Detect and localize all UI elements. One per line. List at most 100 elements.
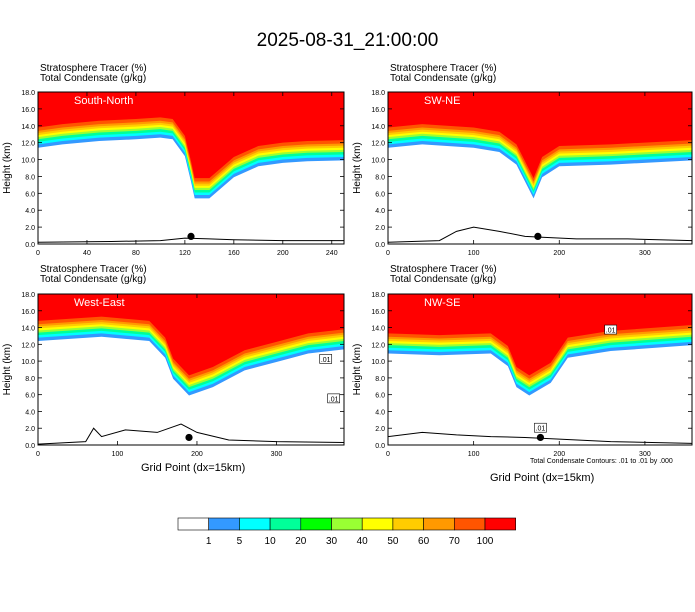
y-tick-label: 16.0 (371, 309, 385, 316)
y-axis-label: Height (km) (2, 344, 13, 396)
y-axis-label: Height (km) (352, 142, 363, 194)
y-tick-label: 0.0 (375, 242, 385, 249)
y-tick-label: 4.0 (375, 208, 385, 215)
panel-3-line1: Stratosphere Tracer (%) (40, 264, 147, 275)
y-tick-label: 6.0 (25, 191, 35, 198)
panel-1-subtitle: Stratosphere Tracer (%) Total Condensate… (40, 64, 147, 84)
contour-label-2: .01 (329, 396, 339, 403)
x-tick-label: 200 (553, 451, 565, 458)
x-tick-label: 160 (228, 250, 240, 257)
y-tick-label: 0.0 (375, 443, 385, 450)
plot-frame (37, 91, 345, 245)
panel-2-subtitle: Stratosphere Tracer (%) Total Condensate… (390, 64, 497, 84)
panel-name: NW-SE (424, 297, 460, 309)
y-tick-label: 12.0 (371, 141, 385, 148)
y-tick-label: 4.0 (25, 208, 35, 215)
panel-4-line2: Total Condensate (g/kg) (390, 274, 497, 285)
y-tick-label: 10.0 (21, 359, 35, 366)
contour-label-1: .01 (606, 328, 616, 335)
y-tick-label: 10.0 (371, 359, 385, 366)
y-axis-label: Height (km) (2, 142, 13, 194)
x-tick-label: 200 (277, 250, 289, 257)
terrain-line (38, 237, 344, 243)
x-tick-label: 200 (191, 451, 203, 458)
y-axis-label: Height (km) (352, 344, 363, 396)
tracer-band-9 (38, 294, 344, 376)
panel-1-line2: Total Condensate (g/kg) (40, 73, 147, 84)
y-tick-label: 14.0 (371, 326, 385, 333)
y-tick-label: 2.0 (375, 426, 385, 433)
y-tick-label: 2.0 (375, 225, 385, 232)
page-title: 2025-08-31_21:00:00 (256, 30, 439, 51)
x-tick-label: 100 (468, 451, 480, 458)
x-tick-label: 240 (326, 250, 338, 257)
y-tick-label: 10.0 (371, 158, 385, 165)
location-marker (534, 232, 542, 240)
contour-label-box-2 (327, 393, 340, 404)
x-tick-label: 300 (639, 250, 651, 257)
x-tick-label: 200 (553, 250, 565, 257)
y-tick-label: 2.0 (25, 225, 35, 232)
contour-label-box-1 (604, 324, 617, 335)
y-tick-label: 14.0 (21, 326, 35, 333)
panel-4-subtitle: Stratosphere Tracer (%) Total Condensate… (390, 265, 497, 285)
y-tick-label: 18.0 (371, 292, 385, 299)
x-tick-label: 300 (639, 451, 651, 458)
panel-4: .01 .01 NW-SE 0.0 2.0 4.0 6.0 8.0 10.0 12.0 14.0 16… (352, 292, 693, 458)
tracer-band-9 (38, 92, 344, 179)
panel-1-line1: Stratosphere Tracer (%) (40, 63, 147, 74)
x-axis-label-left: Grid Point (dx=15km) (141, 462, 246, 474)
x-tick-label: 0 (36, 451, 40, 458)
y-tick-label: 12.0 (21, 342, 35, 349)
panel-2: SW-NE 0.0 2.0 4.0 6.0 8.0 10.0 12.0 14.0 16.0 18.0… (352, 90, 693, 257)
contour-label-1: .01 (321, 357, 331, 364)
panel-name: South-North (74, 95, 133, 107)
plot-frame (37, 293, 345, 446)
y-tick-label: 14.0 (371, 124, 385, 131)
y-tick-label: 16.0 (21, 309, 35, 316)
plot-frame (387, 293, 693, 446)
panel-1: South-North 0.0 2.0 4.0 6.0 8.0 10.0 12.0 14.0 16… (2, 90, 345, 257)
y-tick-label: 10.0 (21, 158, 35, 165)
y-tick-label: 6.0 (375, 393, 385, 400)
panel-4-line1: Stratosphere Tracer (%) (390, 264, 497, 275)
x-axis-label-right: Grid Point (dx=15km) (490, 472, 595, 484)
contour-label-2: .01 (536, 426, 546, 433)
y-tick-label: 6.0 (25, 393, 35, 400)
y-tick-label: 0.0 (25, 443, 35, 450)
y-tick-label: 18.0 (21, 90, 35, 97)
y-tick-label: 16.0 (21, 107, 35, 114)
terrain-line (388, 431, 692, 444)
x-tick-label: 0 (386, 250, 390, 257)
y-tick-label: 18.0 (371, 90, 385, 97)
y-tick-label: 8.0 (25, 174, 35, 181)
y-tick-label: 2.0 (25, 426, 35, 433)
tracer-band-9 (388, 92, 692, 179)
y-tick-label: 6.0 (375, 191, 385, 198)
y-tick-label: 14.0 (21, 124, 35, 131)
tracer-band-9 (388, 294, 692, 376)
y-tick-label: 12.0 (21, 141, 35, 148)
panel-name: SW-NE (424, 95, 460, 107)
panel-name: West-East (74, 297, 125, 309)
contour-label-box-2 (534, 422, 547, 433)
y-tick-label: 8.0 (25, 376, 35, 383)
y-tick-label: 8.0 (375, 376, 385, 383)
panel-3: .01 .01 West-East 0.0 2.0 4.0 6.0 8.0 10.0 12.0 14… (2, 292, 345, 458)
y-tick-label: 4.0 (25, 409, 35, 416)
x-tick-label: 40 (83, 250, 91, 257)
location-marker (536, 433, 545, 442)
panel-3-line2: Total Condensate (g/kg) (40, 274, 147, 285)
y-tick-label: 18.0 (21, 292, 35, 299)
x-tick-label: 0 (386, 451, 390, 458)
y-tick-label: 12.0 (371, 342, 385, 349)
plot-frame (387, 91, 693, 245)
panel-3-subtitle: Stratosphere Tracer (%) Total Condensate… (40, 265, 147, 285)
panel-2-line1: Stratosphere Tracer (%) (390, 63, 497, 74)
x-tick-label: 100 (468, 250, 480, 257)
y-tick-label: 8.0 (375, 174, 385, 181)
panel-2-line2: Total Condensate (g/kg) (390, 73, 497, 84)
x-tick-label: 120 (179, 250, 191, 257)
y-tick-label: 0.0 (25, 242, 35, 249)
